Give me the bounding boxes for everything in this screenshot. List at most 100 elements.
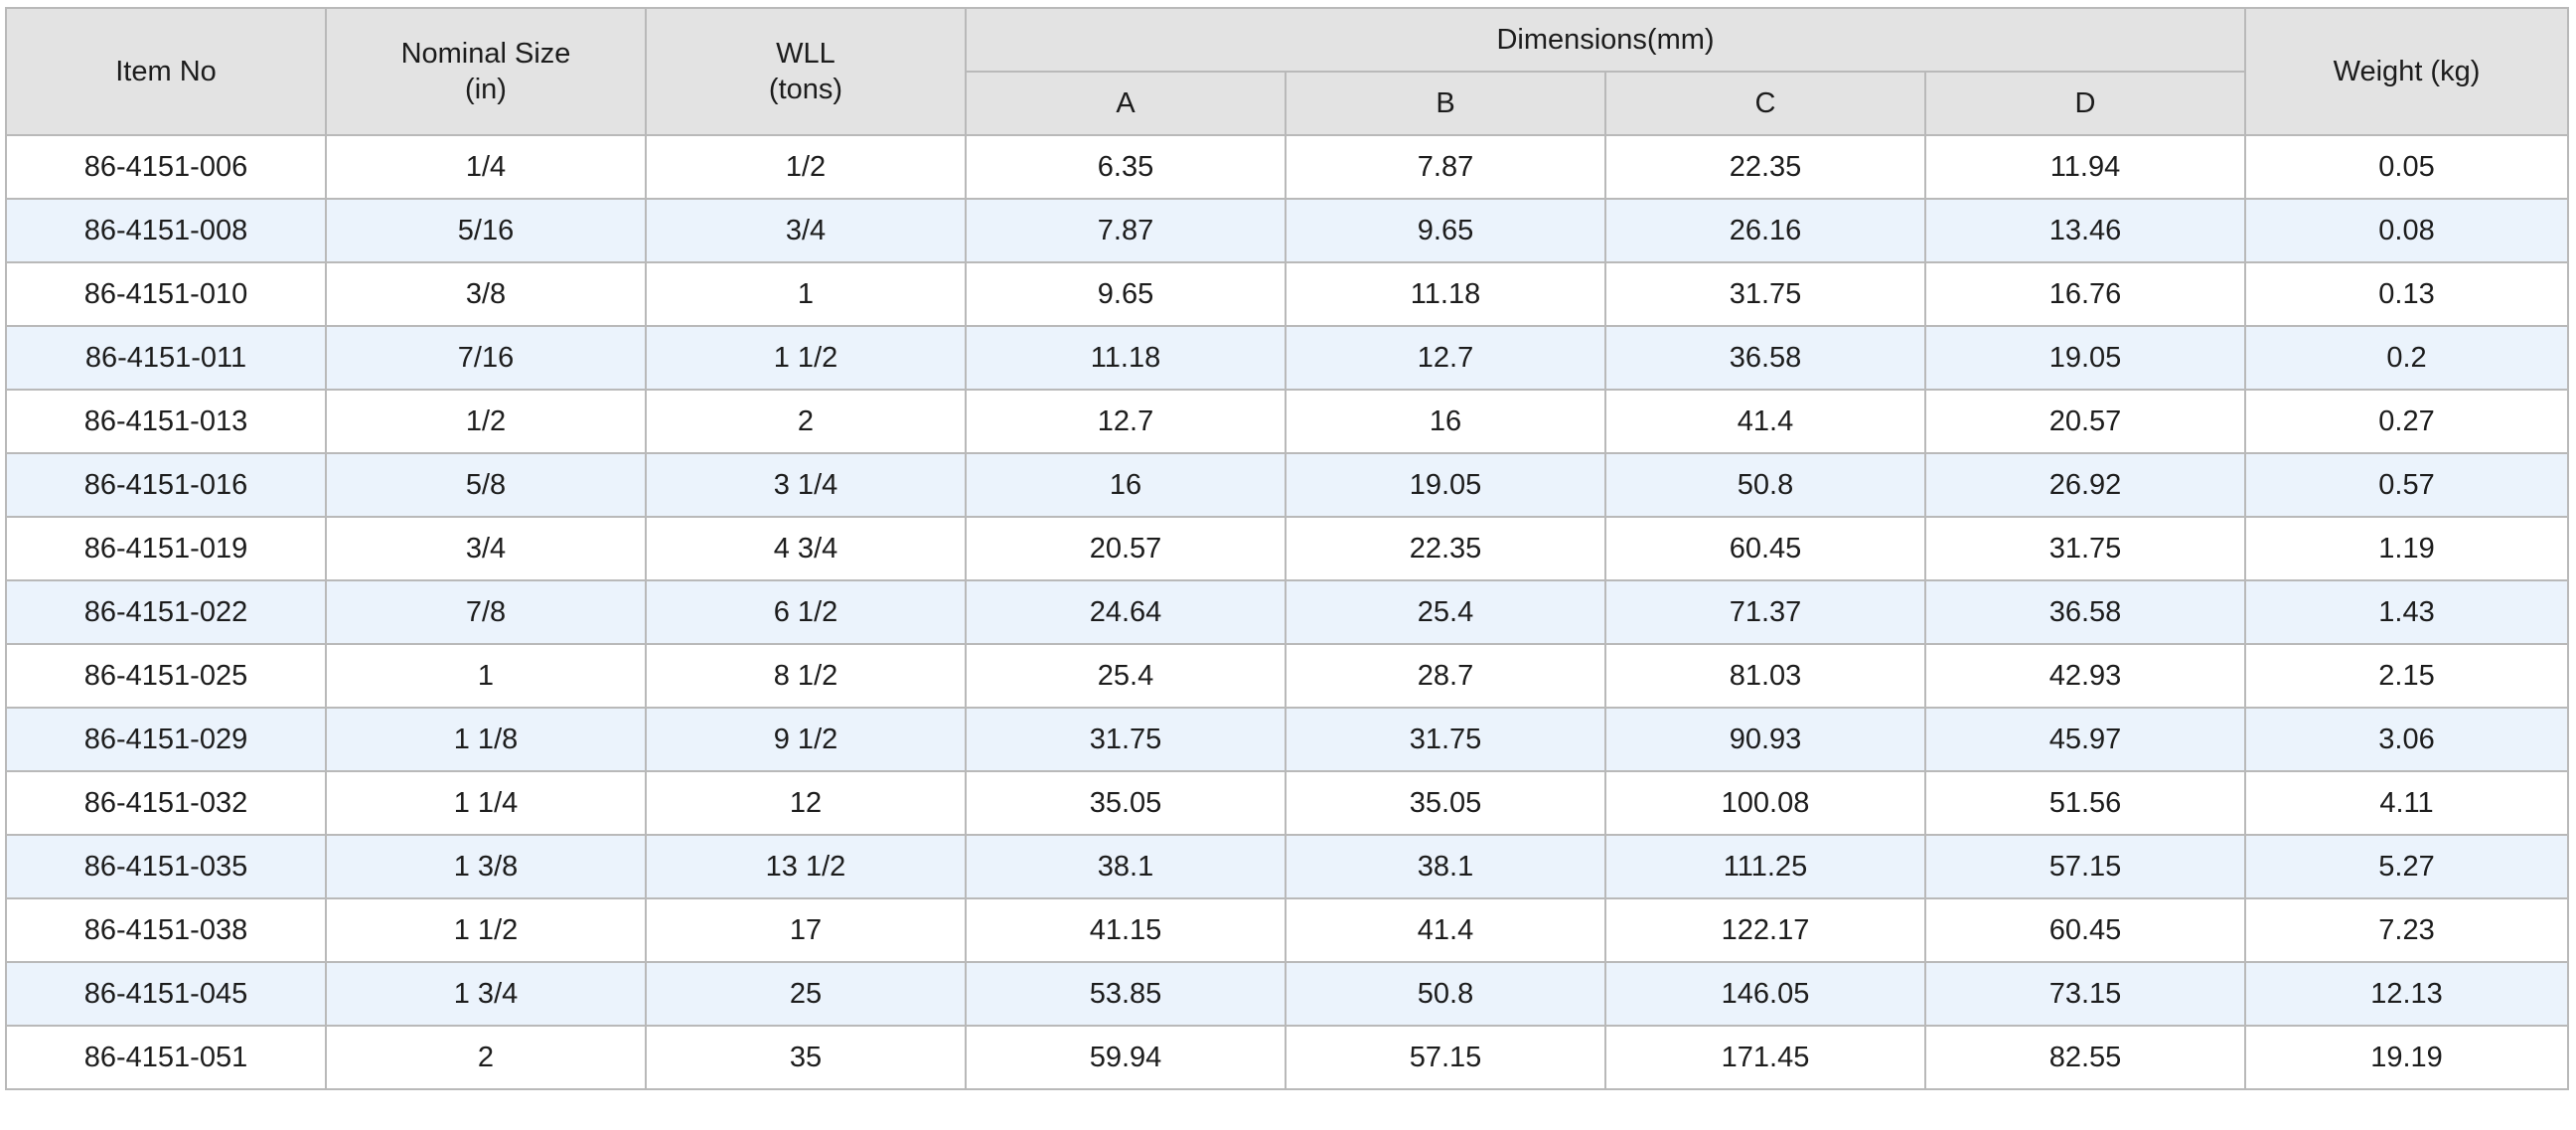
nominal-size-cell: 2 [325,1025,647,1090]
wll-cell: 1 1/2 [645,325,967,391]
item-no-cell: 86-4151-025 [5,643,327,709]
dim-c-cell: 41.4 [1604,389,1926,454]
wll-cell: 6 1/2 [645,579,967,645]
dim-c-cell: 36.58 [1604,325,1926,391]
weight-cell: 0.27 [2244,389,2570,454]
table-row: 86-4151-016 5/8 3 1/4 16 19.05 50.8 26.92 0.57 [5,452,2570,518]
specification-table: Item No Nominal Size (in) WLL (tons) Dim… [5,7,2570,1090]
item-no-cell: 86-4151-008 [5,198,327,263]
dim-c-cell: 50.8 [1604,452,1926,518]
dim-c-cell: 31.75 [1604,261,1926,327]
weight-cell: 5.27 [2244,834,2570,899]
weight-cell: 0.05 [2244,134,2570,200]
item-no-cell: 86-4151-011 [5,325,327,391]
wll-cell: 13 1/2 [645,834,967,899]
dim-b-cell: 41.4 [1285,897,1606,963]
dim-a-cell: 25.4 [965,643,1287,709]
dim-a-cell: 9.65 [965,261,1287,327]
item-no-cell: 86-4151-006 [5,134,327,200]
nominal-size-cell: 1 [325,643,647,709]
table-body: 86-4151-006 1/4 1/2 6.35 7.87 22.35 11.94 0.05 8… [5,134,2570,1090]
table-row: 86-4151-029 1 1/8 9 1/2 31.75 31.75 90.93 45.9… [5,707,2570,772]
dim-c-cell: 81.03 [1604,643,1926,709]
header-wll-label: WLL [776,38,835,70]
dim-a-cell: 41.15 [965,897,1287,963]
dim-d-cell: 73.15 [1923,961,2247,1027]
nominal-size-cell: 1 1/2 [325,897,647,963]
dim-d-cell: 45.97 [1923,707,2247,772]
dim-c-cell: 111.25 [1604,834,1926,899]
dim-a-cell: 7.87 [965,198,1287,263]
weight-cell: 0.13 [2244,261,2570,327]
dim-b-cell: 22.35 [1285,516,1606,581]
wll-cell: 35 [645,1025,967,1090]
header-dim-b: B [1285,71,1606,136]
dim-b-cell: 38.1 [1285,834,1606,899]
header-nominal-size: Nominal Size (in) [325,7,647,136]
dim-a-cell: 16 [965,452,1287,518]
dim-c-cell: 90.93 [1604,707,1926,772]
weight-cell: 3.06 [2244,707,2570,772]
item-no-cell: 86-4151-038 [5,897,327,963]
dim-c-cell: 60.45 [1604,516,1926,581]
dim-d-cell: 19.05 [1923,325,2247,391]
dim-b-cell: 7.87 [1285,134,1606,200]
header-dim-a: A [965,71,1287,136]
table-row: 86-4151-051 2 35 59.94 57.15 171.45 82.55 19.19 [5,1025,2570,1090]
header-item-no: Item No [5,7,327,136]
table-row: 86-4151-008 5/16 3/4 7.87 9.65 26.16 13.46 0.08 [5,198,2570,263]
nominal-size-cell: 1/4 [325,134,647,200]
table-row: 86-4151-011 7/16 1 1/2 11.18 12.7 36.58 19.05 0… [5,325,2570,391]
nominal-size-cell: 1 1/8 [325,707,647,772]
header-nominal-size-label: Nominal Size [400,38,571,70]
dim-b-cell: 28.7 [1285,643,1606,709]
nominal-size-cell: 7/8 [325,579,647,645]
table-row: 86-4151-022 7/8 6 1/2 24.64 25.4 71.37 36.58 1.… [5,579,2570,645]
table-row: 86-4151-035 1 3/8 13 1/2 38.1 38.1 111.25 57.1… [5,834,2570,899]
nominal-size-cell: 5/8 [325,452,647,518]
dim-b-cell: 35.05 [1285,770,1606,836]
item-no-cell: 86-4151-016 [5,452,327,518]
table-header: Item No Nominal Size (in) WLL (tons) Dim… [5,7,2570,136]
dim-b-cell: 57.15 [1285,1025,1606,1090]
dim-c-cell: 22.35 [1604,134,1926,200]
header-wll-unit: (tons) [768,74,843,105]
dim-a-cell: 31.75 [965,707,1287,772]
header-weight: Weight (kg) [2244,7,2570,136]
dim-d-cell: 57.15 [1923,834,2247,899]
table-row: 86-4151-019 3/4 4 3/4 20.57 22.35 60.45 31.75 1… [5,516,2570,581]
item-no-cell: 86-4151-051 [5,1025,327,1090]
wll-cell: 8 1/2 [645,643,967,709]
nominal-size-cell: 3/4 [325,516,647,581]
table-row: 86-4151-025 1 8 1/2 25.4 28.7 81.03 42.93 2.15 [5,643,2570,709]
wll-cell: 4 3/4 [645,516,967,581]
header-dim-c: C [1604,71,1926,136]
wll-cell: 1/2 [645,134,967,200]
table-row: 86-4151-010 3/8 1 9.65 11.18 31.75 16.76 0.13 [5,261,2570,327]
dim-c-cell: 100.08 [1604,770,1926,836]
dim-d-cell: 36.58 [1923,579,2247,645]
dim-c-cell: 26.16 [1604,198,1926,263]
dim-a-cell: 53.85 [965,961,1287,1027]
dim-c-cell: 146.05 [1604,961,1926,1027]
dim-d-cell: 16.76 [1923,261,2247,327]
item-no-cell: 86-4151-022 [5,579,327,645]
dim-d-cell: 26.92 [1923,452,2247,518]
nominal-size-cell: 1 3/4 [325,961,647,1027]
dim-b-cell: 9.65 [1285,198,1606,263]
table-row: 86-4151-032 1 1/4 12 35.05 35.05 100.08 51.56 4… [5,770,2570,836]
nominal-size-cell: 1 1/4 [325,770,647,836]
wll-cell: 2 [645,389,967,454]
item-no-cell: 86-4151-035 [5,834,327,899]
nominal-size-cell: 5/16 [325,198,647,263]
table-row: 86-4151-013 1/2 2 12.7 16 41.4 20.57 0.27 [5,389,2570,454]
wll-cell: 3 1/4 [645,452,967,518]
dim-b-cell: 16 [1285,389,1606,454]
weight-cell: 0.08 [2244,198,2570,263]
weight-cell: 19.19 [2244,1025,2570,1090]
wll-cell: 1 [645,261,967,327]
dim-b-cell: 50.8 [1285,961,1606,1027]
table-row: 86-4151-006 1/4 1/2 6.35 7.87 22.35 11.94 0.05 [5,134,2570,200]
weight-cell: 12.13 [2244,961,2570,1027]
wll-cell: 12 [645,770,967,836]
